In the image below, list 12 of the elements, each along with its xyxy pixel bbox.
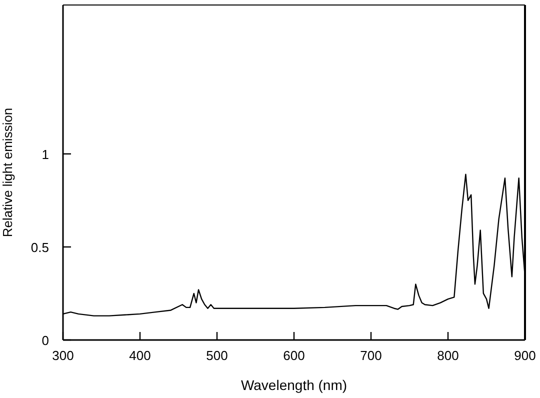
x-tick-label: 800 (437, 348, 459, 363)
x-tick-label: 500 (206, 348, 228, 363)
y-axis-title: Relative light emission (0, 108, 15, 238)
x-tick-label: 300 (52, 348, 74, 363)
x-tick-label: 900 (514, 348, 536, 363)
x-axis-title: Wavelength (nm) (240, 377, 348, 393)
x-tick-label: 400 (129, 348, 151, 363)
y-tick-label: 0 (42, 333, 49, 348)
x-tick-label: 700 (360, 348, 382, 363)
y-tick-label: 1 (42, 146, 49, 162)
x-tick-label: 600 (283, 348, 305, 363)
y-tick-label: 0.5 (30, 240, 49, 255)
